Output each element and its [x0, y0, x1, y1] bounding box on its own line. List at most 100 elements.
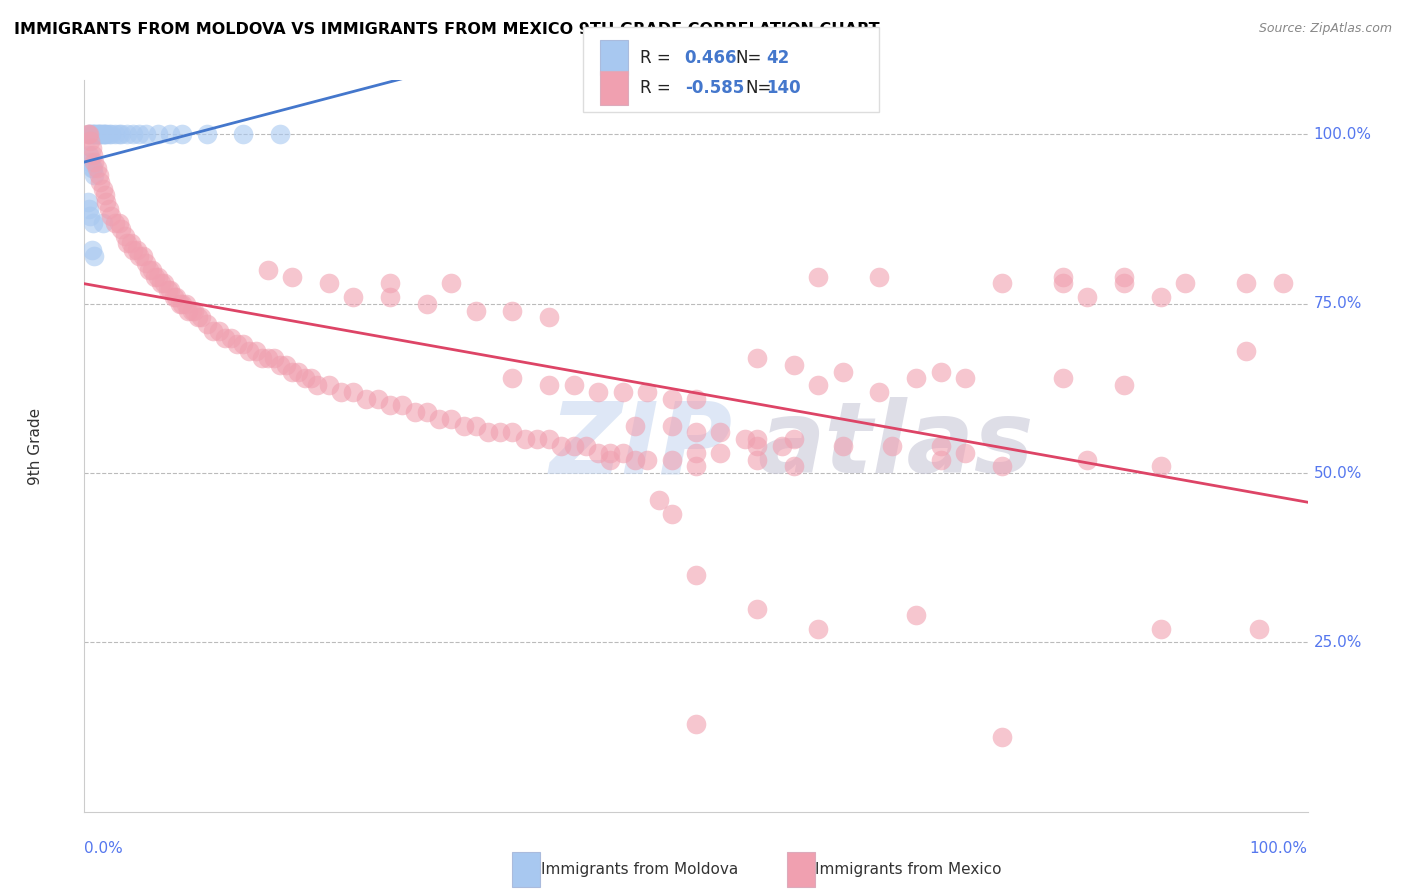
Point	[318, 277, 340, 291]
Point	[79, 154, 101, 169]
Point	[624, 418, 647, 433]
Point	[87, 128, 110, 142]
Point	[269, 128, 291, 142]
Point	[526, 432, 548, 446]
Point	[159, 283, 181, 297]
Point	[104, 128, 127, 142]
Point	[427, 412, 450, 426]
Point	[80, 128, 103, 142]
Point	[380, 277, 402, 291]
Point	[89, 175, 111, 189]
Point	[477, 425, 499, 440]
Text: 0.0%: 0.0%	[84, 841, 124, 856]
Point	[294, 371, 316, 385]
Point	[1114, 378, 1136, 392]
Point	[1150, 290, 1173, 304]
Point	[562, 378, 585, 392]
Text: IMMIGRANTS FROM MOLDOVA VS IMMIGRANTS FROM MEXICO 9TH GRADE CORRELATION CHART: IMMIGRANTS FROM MOLDOVA VS IMMIGRANTS FR…	[14, 22, 880, 37]
Point	[538, 432, 561, 446]
Point	[538, 310, 561, 325]
Point	[146, 128, 169, 142]
Point	[1234, 277, 1257, 291]
Point	[187, 310, 209, 325]
Point	[747, 351, 769, 365]
Point	[416, 297, 439, 311]
Point	[232, 128, 254, 142]
Text: 0.466: 0.466	[685, 49, 737, 67]
Text: Immigrants from Mexico: Immigrants from Mexico	[815, 863, 1002, 877]
Point	[305, 378, 328, 392]
Point	[685, 459, 707, 474]
Point	[1174, 277, 1197, 291]
Point	[880, 439, 903, 453]
Point	[905, 608, 928, 623]
Point	[177, 303, 200, 318]
Point	[586, 446, 609, 460]
Point	[287, 364, 309, 378]
Point	[501, 425, 523, 440]
Point	[318, 378, 340, 392]
Point	[128, 128, 150, 142]
Point	[83, 154, 105, 169]
Point	[79, 209, 101, 223]
Point	[734, 432, 756, 446]
Point	[354, 392, 377, 406]
Point	[80, 161, 103, 176]
Point	[807, 622, 830, 636]
Point	[636, 384, 658, 399]
Point	[150, 277, 173, 291]
Point	[138, 263, 160, 277]
Text: 50.0%: 50.0%	[1313, 466, 1362, 481]
Point	[257, 263, 280, 277]
Point	[599, 452, 621, 467]
Point	[416, 405, 439, 419]
Point	[599, 446, 621, 460]
Point	[905, 371, 928, 385]
Point	[82, 148, 104, 162]
Point	[89, 128, 111, 142]
Text: 9th Grade: 9th Grade	[28, 408, 44, 484]
Point	[79, 134, 101, 148]
Point	[82, 215, 104, 229]
Point	[125, 243, 148, 257]
Point	[501, 371, 523, 385]
Point	[90, 128, 112, 142]
Point	[342, 290, 364, 304]
Point	[195, 128, 218, 142]
Text: N=: N=	[735, 49, 762, 67]
Point	[807, 378, 830, 392]
Point	[538, 378, 561, 392]
Point	[747, 452, 769, 467]
Point	[661, 392, 683, 406]
Point	[77, 148, 100, 162]
Point	[172, 297, 194, 311]
Point	[929, 452, 952, 467]
Point	[624, 452, 647, 467]
Point	[1272, 277, 1295, 291]
Point	[747, 432, 769, 446]
Point	[661, 418, 683, 433]
Point	[269, 358, 291, 372]
Point	[953, 446, 976, 460]
Point	[783, 432, 806, 446]
Point	[1114, 269, 1136, 284]
Point	[226, 337, 249, 351]
Point	[94, 128, 117, 142]
Point	[1114, 277, 1136, 291]
Point	[135, 128, 157, 142]
Point	[219, 331, 242, 345]
Point	[685, 425, 707, 440]
Text: 25.0%: 25.0%	[1313, 635, 1362, 650]
Point	[464, 418, 486, 433]
Point	[404, 405, 426, 419]
Point	[115, 235, 138, 250]
Point	[747, 439, 769, 453]
Point	[709, 446, 731, 460]
Point	[96, 195, 118, 210]
Point	[183, 303, 205, 318]
Point	[575, 439, 598, 453]
Text: 75.0%: 75.0%	[1313, 296, 1362, 311]
Point	[84, 128, 107, 142]
Point	[562, 439, 585, 453]
Point	[146, 269, 169, 284]
